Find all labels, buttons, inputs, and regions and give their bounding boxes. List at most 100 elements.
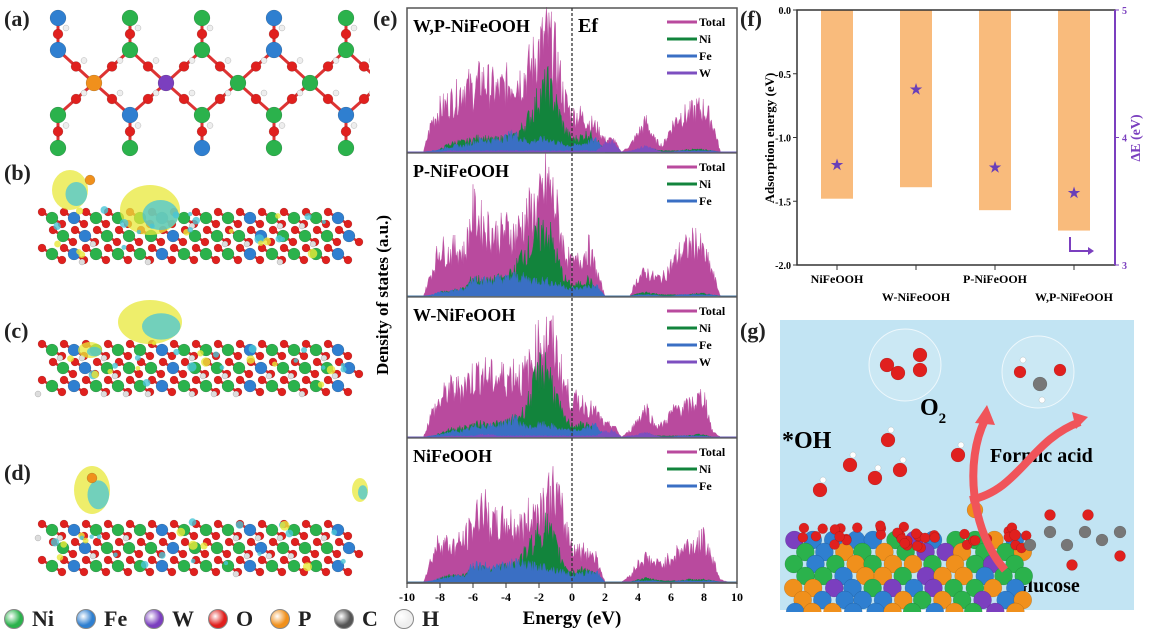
charge-density-spot — [197, 350, 204, 357]
x-tick-label: -6 — [468, 590, 478, 604]
oxygen-atom — [312, 537, 322, 547]
metal-atom — [199, 523, 213, 537]
bar-3 — [1058, 10, 1090, 231]
oxygen-atom — [235, 555, 245, 565]
metal-atom — [133, 523, 147, 537]
metal-atom — [49, 41, 67, 59]
oxygen-atom — [178, 549, 188, 559]
catalyst-atom — [784, 554, 804, 574]
oxygen-atom — [301, 375, 311, 385]
oxygen-atom — [114, 537, 124, 547]
hydrogen-atom — [221, 240, 229, 248]
legend-item-fe: Fe — [76, 606, 127, 632]
hydrogen-atom — [100, 354, 108, 362]
oxygen-atom — [268, 28, 280, 40]
charge-density-spot — [190, 558, 196, 564]
charge-density-spot — [54, 240, 61, 248]
metal-atom — [122, 541, 136, 555]
oxygen-atom — [112, 237, 122, 247]
hydrogen-atom — [206, 122, 214, 129]
metal-atom — [144, 541, 158, 555]
oxygen-atom — [167, 387, 177, 397]
metal-atom — [265, 106, 283, 124]
metal-atom — [342, 229, 356, 243]
charge-density-spot — [53, 222, 61, 230]
oxygen-atom — [57, 387, 67, 397]
hydrogen-atom — [332, 89, 340, 97]
charge-density-spot — [248, 344, 257, 353]
oxygen-atom — [180, 537, 190, 547]
charge-density-spot — [200, 542, 208, 550]
o2-label-sub: 2 — [939, 411, 947, 427]
metal-atom — [45, 247, 59, 261]
surface-oxygen — [798, 522, 810, 534]
charge-density-spot — [246, 355, 255, 364]
surface-oxygen — [797, 532, 809, 543]
hydrogen-atom — [188, 354, 196, 362]
atom-ball-icon — [76, 609, 96, 629]
metal-atom — [166, 229, 180, 243]
metal-atom — [331, 247, 345, 261]
surface-oxygen — [899, 538, 910, 549]
oxygen-atom — [158, 537, 168, 547]
oxygen-atom — [213, 375, 223, 385]
metal-atom — [320, 229, 334, 243]
hydrogen-atom — [331, 372, 339, 380]
oxygen-atom — [301, 243, 311, 253]
oxygen-atom — [57, 567, 67, 577]
oxygen-atom — [334, 225, 344, 235]
metal-atom — [67, 379, 81, 393]
charge-density-spot — [79, 535, 85, 541]
oxygen-atom — [235, 207, 245, 217]
atom-ball-icon — [208, 609, 228, 629]
charge-density-spot — [285, 529, 294, 538]
oxygen-atom — [81, 243, 91, 253]
metal-atom — [121, 9, 139, 27]
oxygen-atom — [191, 375, 201, 385]
metal-atom — [221, 247, 235, 261]
metal-atom — [221, 343, 235, 357]
oxygen-atom — [235, 243, 245, 253]
oxygen-atom — [290, 225, 300, 235]
surface-oxygen — [929, 532, 941, 543]
oxygen-atom — [343, 255, 353, 265]
oxygen-atom — [147, 243, 157, 253]
oxygen-atom — [277, 351, 287, 361]
surface-oxygen — [829, 524, 841, 535]
arrow-to-formic-acid — [969, 418, 1082, 504]
charge-density-spot — [107, 368, 113, 375]
oxygen-atom — [156, 369, 166, 379]
legend-label: P — [298, 606, 312, 631]
legend-label: Ni — [699, 462, 712, 476]
legend-label: Total — [699, 304, 726, 318]
oh-label: *OH — [782, 428, 832, 454]
adsorption-bar-chart: Adsorption energy (eV) ΔE (eV) ★ NiFeOOH ★… — [762, 6, 1144, 304]
hydrogen-atom — [111, 372, 119, 380]
legend-item-p: P — [270, 606, 311, 632]
hydrogen-atom — [278, 122, 286, 129]
oxygen-atom — [250, 93, 262, 105]
charge-density-spot — [340, 558, 346, 564]
oxygen-atom — [178, 369, 188, 379]
glucose-oxygen — [1082, 509, 1094, 521]
oxygen-atom — [70, 93, 82, 105]
oxygen-atom — [79, 387, 89, 397]
charge-density-cyan — [358, 485, 368, 500]
panel-label-f: (f) — [740, 6, 762, 31]
metal-atom — [309, 343, 323, 357]
legend-label: Ni — [32, 606, 54, 631]
y-tick-label: -2.0 — [775, 261, 791, 272]
oh-hydrogen — [899, 456, 907, 464]
oxygen-atom — [92, 357, 102, 367]
legend-label: Fe — [699, 479, 712, 493]
charge-density-spot — [301, 346, 308, 354]
hydrogen-atom — [332, 57, 340, 64]
oxygen-atom — [196, 28, 208, 40]
glucose-oxygen — [1044, 509, 1056, 521]
hydrogen-atom — [34, 534, 42, 542]
oxygen-atom — [323, 519, 333, 529]
oxygen-atom — [81, 207, 91, 217]
metal-atom — [331, 343, 345, 357]
oxygen-atom — [145, 531, 155, 541]
metal-atom — [78, 361, 92, 375]
